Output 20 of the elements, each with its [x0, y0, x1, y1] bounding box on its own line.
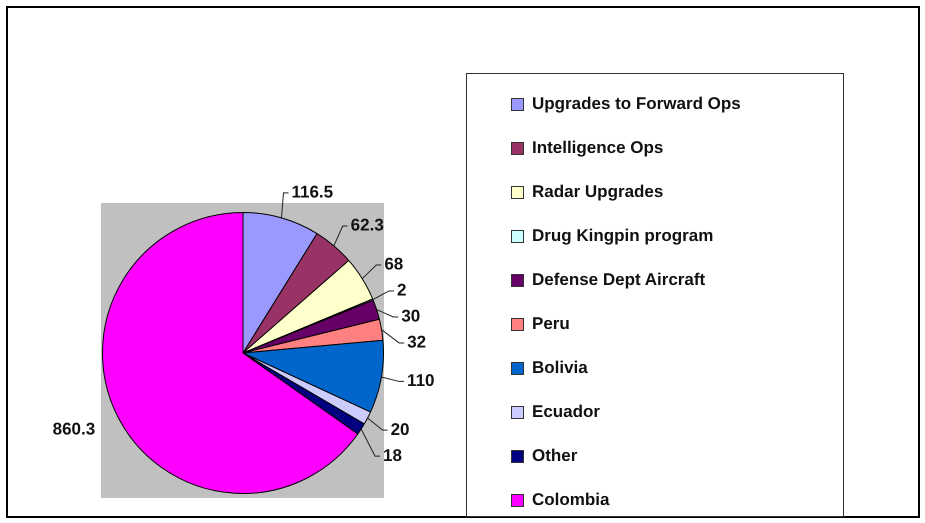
- data-label: 860.3: [52, 419, 96, 438]
- data-label: 62.3: [350, 216, 384, 235]
- legend-label: Bolivia: [532, 358, 588, 378]
- legend-label: Defense Dept Aircraft: [532, 270, 706, 290]
- data-label: 18: [383, 446, 402, 465]
- legend-label: Peru: [532, 314, 570, 334]
- legend-label: Drug Kingpin program: [532, 226, 714, 246]
- data-label: 116.5: [291, 182, 334, 202]
- legend-label: Other: [532, 446, 578, 466]
- data-label: 2: [396, 280, 406, 300]
- data-label: 30: [401, 306, 420, 326]
- legend-label: Radar Upgrades: [532, 182, 664, 202]
- legend-label: Ecuador: [532, 402, 600, 422]
- data-label: 110: [407, 371, 434, 390]
- data-label: 32: [407, 332, 426, 352]
- legend-label: Upgrades to Forward Ops: [532, 94, 741, 114]
- data-label: 20: [390, 420, 410, 439]
- legend-label: Intelligence Ops: [532, 138, 664, 158]
- legend-label: Colombia: [532, 490, 610, 510]
- data-label: 68: [384, 254, 404, 274]
